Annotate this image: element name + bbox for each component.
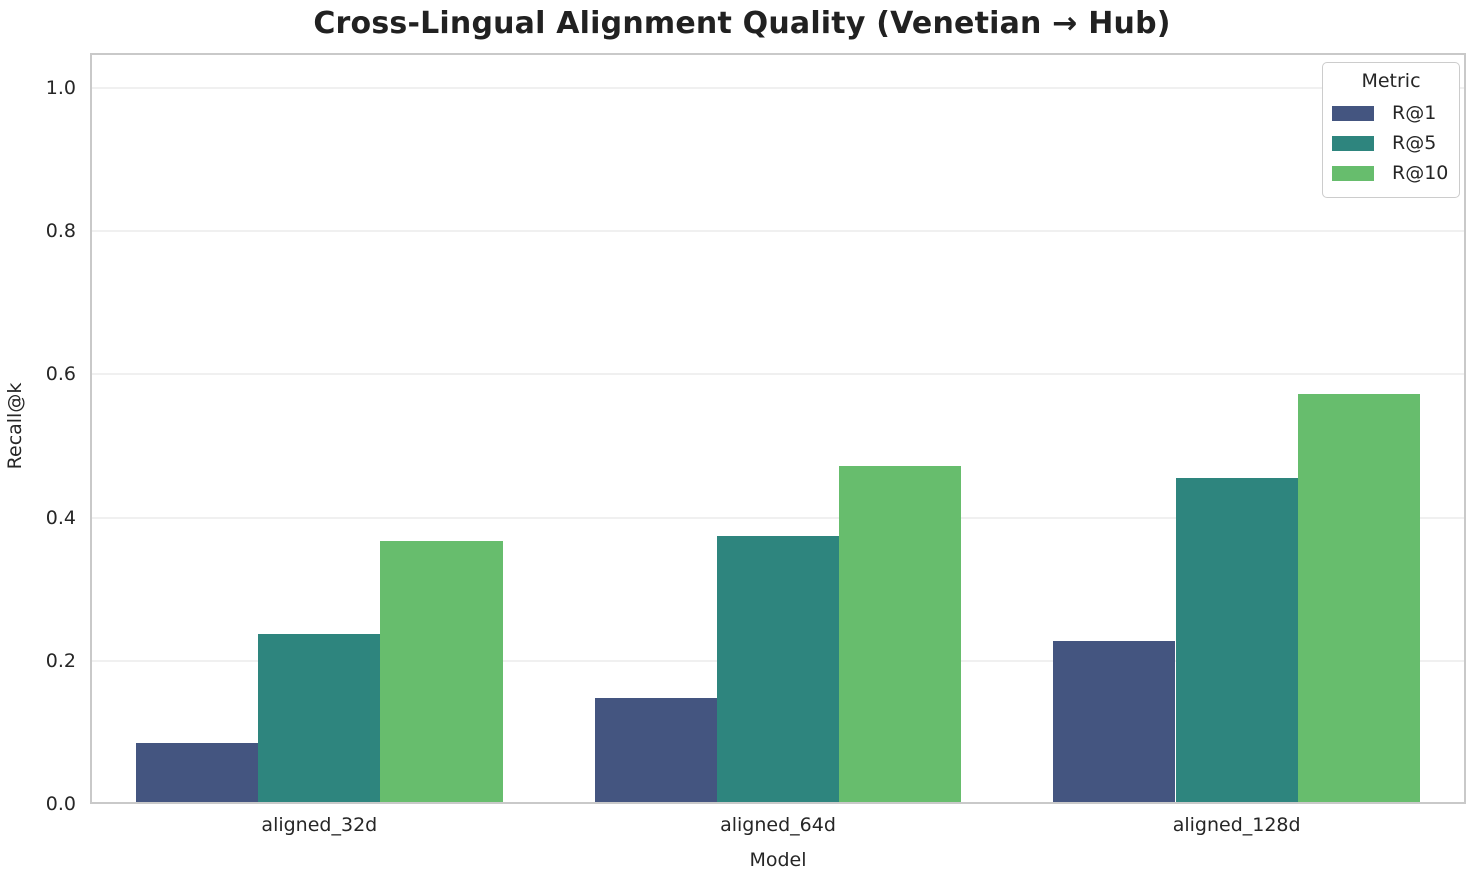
right-spine xyxy=(1464,53,1466,804)
x-tick-label-aligned_32d: aligned_32d xyxy=(261,814,378,836)
bar-aligned_128d-R@10 xyxy=(1297,394,1421,804)
legend-item-R@5: R@5 xyxy=(1323,128,1459,158)
bar-aligned_32d-R@1 xyxy=(135,743,259,804)
gridline xyxy=(90,516,1466,519)
gridline xyxy=(90,230,1466,233)
gridline xyxy=(90,373,1466,376)
legend: Metric R@1 R@5 R@10 xyxy=(1322,62,1460,198)
bar-aligned_32d-R@5 xyxy=(258,633,381,804)
legend-swatch-icon xyxy=(1332,135,1374,151)
bar-aligned_64d-R@10 xyxy=(839,466,962,804)
y-tick-label: 1.0 xyxy=(45,77,76,99)
legend-swatch-icon xyxy=(1332,165,1374,181)
bar-aligned_64d-R@1 xyxy=(594,698,717,804)
legend-item-R@10: R@10 xyxy=(1323,158,1459,188)
legend-label: R@1 xyxy=(1392,102,1437,124)
legend-title: Metric xyxy=(1361,70,1421,92)
bar-aligned_64d-R@5 xyxy=(716,535,840,804)
bar-aligned_128d-R@1 xyxy=(1053,641,1176,804)
gridline xyxy=(90,87,1466,89)
x-tick-label-aligned_64d: aligned_64d xyxy=(720,814,836,836)
legend-label: R@5 xyxy=(1392,132,1437,154)
y-tick-label: 0.0 xyxy=(45,793,76,815)
left-spine xyxy=(90,53,92,804)
plot-area xyxy=(90,53,1466,804)
legend-item-R@1: R@1 xyxy=(1323,98,1459,128)
y-tick-label: 0.2 xyxy=(45,649,76,672)
legend-label: R@10 xyxy=(1392,162,1449,184)
chart-title: Cross-Lingual Alignment Quality (Venetia… xyxy=(313,6,1171,41)
bar-aligned_32d-R@10 xyxy=(380,540,503,804)
x-axis-line xyxy=(90,802,1466,804)
legend-swatch-icon xyxy=(1332,105,1374,121)
y-tick-label: 0.4 xyxy=(45,506,76,529)
y-tick-label: 0.8 xyxy=(45,220,76,243)
bar-aligned_128d-R@5 xyxy=(1175,477,1298,804)
top-spine xyxy=(90,53,1466,55)
x-tick-label-aligned_128d: aligned_128d xyxy=(1172,814,1301,836)
y-tick-label: 0.6 xyxy=(45,363,76,386)
x-axis-label: Model xyxy=(749,849,807,871)
